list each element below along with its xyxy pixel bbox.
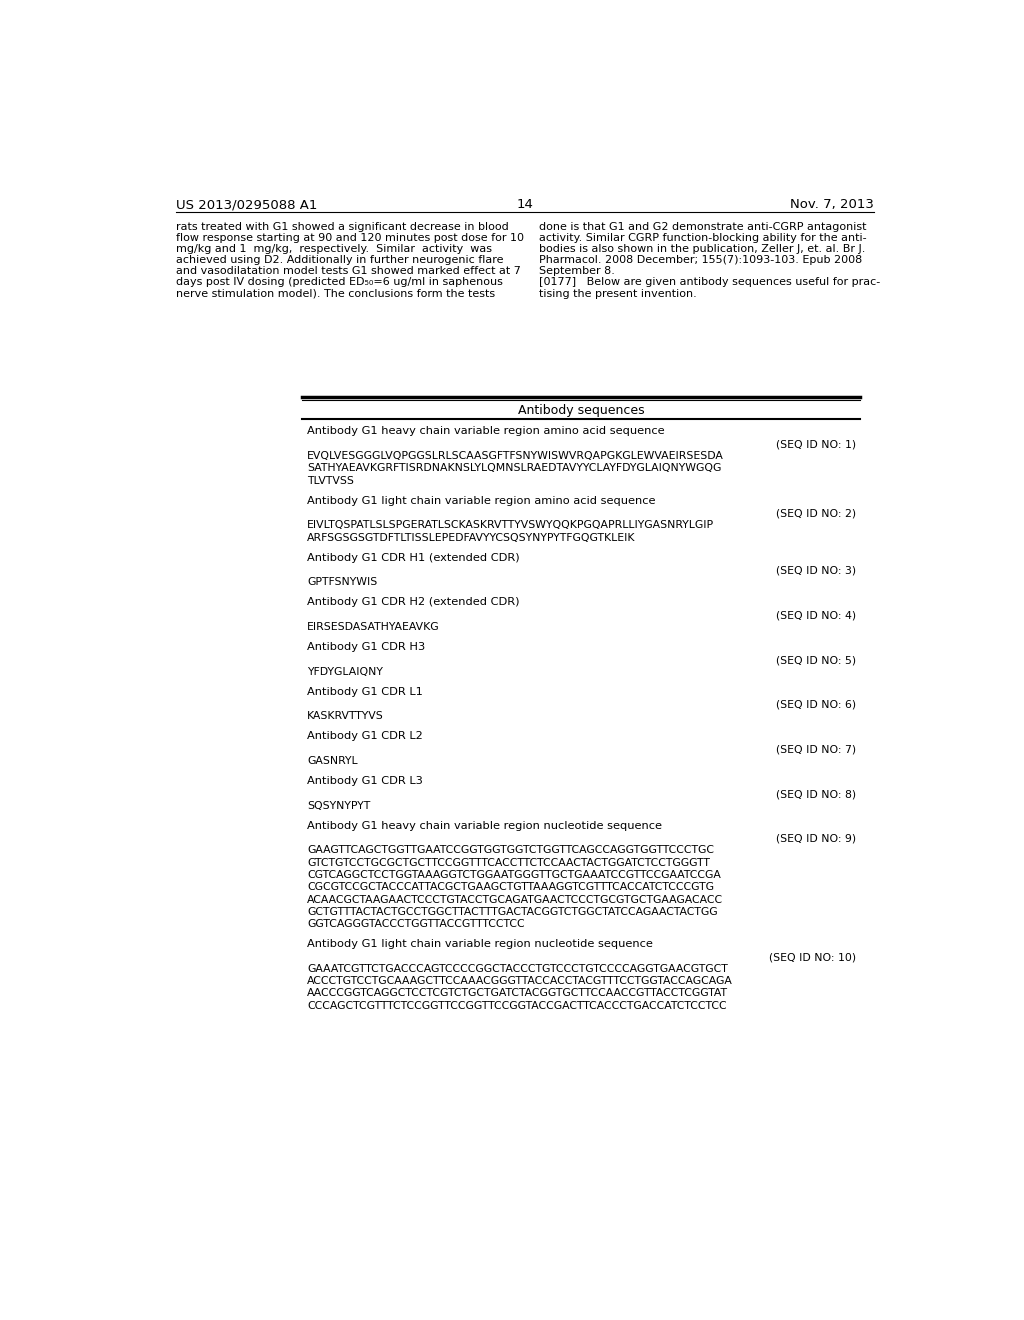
Text: EIRSESDASATHYAEAVKG: EIRSESDASATHYAEAVKG [307,622,439,632]
Text: (SEQ ID NO: 4): (SEQ ID NO: 4) [775,610,856,620]
Text: [0177]   Below are given antibody sequences useful for prac-: [0177] Below are given antibody sequence… [539,277,880,288]
Text: US 2013/0295088 A1: US 2013/0295088 A1 [176,198,317,211]
Text: EVQLVESGGGLVQPGGSLRLSCAASGFTFSNYWISWVRQAPGKGLEWVAEIRSESDA: EVQLVESGGGLVQPGGSLRLSCAASGFTFSNYWISWVRQA… [307,451,724,461]
Text: Antibody G1 heavy chain variable region nucleotide sequence: Antibody G1 heavy chain variable region … [307,821,663,830]
Text: and vasodilatation model tests G1 showed marked effect at 7: and vasodilatation model tests G1 showed… [176,267,521,276]
Text: achieved using D2. Additionally in further neurogenic flare: achieved using D2. Additionally in furth… [176,255,504,265]
Text: CCCAGCTCGTTTCTCCGGTTCCGGTTCCGGTACCGACTTCACCCTGACCATCTCCTCC: CCCAGCTCGTTTCTCCGGTTCCGGTTCCGGTACCGACTTC… [307,1001,727,1011]
Text: Antibody sequences: Antibody sequences [518,404,645,417]
Text: (SEQ ID NO: 2): (SEQ ID NO: 2) [775,508,856,519]
Text: GTCTGTCCTGCGCTGCTTCCGGTTTCACCTTCTCCAACTACTGGATCTCCTGGGTT: GTCTGTCCTGCGCTGCTTCCGGTTTCACCTTCTCCAACTA… [307,858,710,867]
Text: YFDYGLAIQNY: YFDYGLAIQNY [307,667,383,677]
Text: (SEQ ID NO: 8): (SEQ ID NO: 8) [775,789,856,799]
Text: GCTGTTTACTACTGCCTGGCTTACTTTGACTACGGTCTGGCTATCCAGAACTACTGG: GCTGTTTACTACTGCCTGGCTTACTTTGACTACGGTCTGG… [307,907,718,917]
Text: 14: 14 [516,198,534,211]
Text: (SEQ ID NO: 7): (SEQ ID NO: 7) [775,744,856,754]
Text: Antibody G1 CDR H1 (extended CDR): Antibody G1 CDR H1 (extended CDR) [307,553,519,562]
Text: Antibody G1 heavy chain variable region amino acid sequence: Antibody G1 heavy chain variable region … [307,426,665,437]
Text: SATHYAEAVKGRFTISRDNAKNSLYLQMNSLRAEDTAVYYCLAYFDYGLAIQNYWGQG: SATHYAEAVKGRFTISRDNAKNSLYLQMNSLRAEDTAVYY… [307,463,721,474]
Text: Antibody G1 light chain variable region nucleotide sequence: Antibody G1 light chain variable region … [307,940,653,949]
Text: GGTCAGGGTACCCTGGTTACCGTTTCCTCC: GGTCAGGGTACCCTGGTTACCGTTTCCTCC [307,919,524,929]
Text: Antibody G1 CDR H3: Antibody G1 CDR H3 [307,642,425,652]
Text: September 8.: September 8. [539,267,614,276]
Text: TLVTVSS: TLVTVSS [307,475,354,486]
Text: tising the present invention.: tising the present invention. [539,289,696,298]
Text: (SEQ ID NO: 6): (SEQ ID NO: 6) [775,700,856,710]
Text: bodies is also shown in the publication, Zeller J, et. al. Br J.: bodies is also shown in the publication,… [539,244,865,253]
Text: ACAACGCTAAGAACTCCCTGTACCTGCAGATGAACTCCCTGCGTGCTGAAGACACC: ACAACGCTAAGAACTCCCTGTACCTGCAGATGAACTCCCT… [307,895,723,904]
Text: CGTCAGGCTCCTGGTAAAGGTCTGGAATGGGTTGCTGAAATCCGTTCCGAATCCGA: CGTCAGGCTCCTGGTAAAGGTCTGGAATGGGTTGCTGAAA… [307,870,721,880]
Text: (SEQ ID NO: 5): (SEQ ID NO: 5) [775,655,856,665]
Text: Antibody G1 CDR L3: Antibody G1 CDR L3 [307,776,423,785]
Text: days post IV dosing (predicted ED₅₀=6 ug/ml in saphenous: days post IV dosing (predicted ED₅₀=6 ug… [176,277,503,288]
Text: activity. Similar CGRP function-blocking ability for the anti-: activity. Similar CGRP function-blocking… [539,232,866,243]
Text: ARFSGSGSGTDFTLTISSLEPEDFAVYYCSQSYNYPYTFGQGTKLEIK: ARFSGSGSGTDFTLTISSLEPEDFAVYYCSQSYNYPYTFG… [307,533,636,543]
Text: (SEQ ID NO: 3): (SEQ ID NO: 3) [775,566,856,576]
Text: Antibody G1 CDR L1: Antibody G1 CDR L1 [307,686,423,697]
Text: GASNRYL: GASNRYL [307,756,357,766]
Text: KASKRVTTYVS: KASKRVTTYVS [307,711,384,721]
Text: flow response starting at 90 and 120 minutes post dose for 10: flow response starting at 90 and 120 min… [176,232,524,243]
Text: EIVLTQSPATLSLSPGERATLSCKASKRVTTYVSWYQQKPGQAPRLLIYGASNRYLGIP: EIVLTQSPATLSLSPGERATLSCKASKRVTTYVSWYQQKP… [307,520,714,531]
Text: SQSYNYPYT: SQSYNYPYT [307,800,371,810]
Text: GPTFSNYWIS: GPTFSNYWIS [307,577,377,587]
Text: GAAATCGTTCTGACCCAGTCCCCGGCTACCCTGTCCCTGTCCCCAGGTGAACGTGCT: GAAATCGTTCTGACCCAGTCCCCGGCTACCCTGTCCCTGT… [307,964,728,974]
Text: ACCCTGTCCTGCAAAGCTTCCAAACGGGTTACCACCTACGTTTCCTGGTACCAGCAGA: ACCCTGTCCTGCAAAGCTTCCAAACGGGTTACCACCTACG… [307,977,733,986]
Text: Antibody G1 CDR L2: Antibody G1 CDR L2 [307,731,423,742]
Text: rats treated with G1 showed a significant decrease in blood: rats treated with G1 showed a significan… [176,222,509,231]
Text: Nov. 7, 2013: Nov. 7, 2013 [790,198,873,211]
Text: Pharmacol. 2008 December; 155(7):1093-103. Epub 2008: Pharmacol. 2008 December; 155(7):1093-10… [539,255,862,265]
Text: GAAGTTCAGCTGGTTGAATCCGGTGGTGGTCTGGTTCAGCCAGGTGGTTCCCTGC: GAAGTTCAGCTGGTTGAATCCGGTGGTGGTCTGGTTCAGC… [307,845,714,855]
Text: done is that G1 and G2 demonstrate anti-CGRP antagonist: done is that G1 and G2 demonstrate anti-… [539,222,866,231]
Text: (SEQ ID NO: 10): (SEQ ID NO: 10) [769,952,856,962]
Text: Antibody G1 CDR H2 (extended CDR): Antibody G1 CDR H2 (extended CDR) [307,598,519,607]
Text: CGCGTCCGCTACCCATTACGCTGAAGCTGTTAAAGGTCGTTTCACCATCTCCCGTG: CGCGTCCGCTACCCATTACGCTGAAGCTGTTAAAGGTCGT… [307,882,714,892]
Text: (SEQ ID NO: 9): (SEQ ID NO: 9) [775,834,856,843]
Text: AACCCGGTCAGGCTCCTCGTCTGCTGATCTACGGTGCTTCCAACCGTTACCTCGGTAT: AACCCGGTCAGGCTCCTCGTCTGCTGATCTACGGTGCTTC… [307,989,728,998]
Text: (SEQ ID NO: 1): (SEQ ID NO: 1) [775,440,856,449]
Text: nerve stimulation model). The conclusions form the tests: nerve stimulation model). The conclusion… [176,289,496,298]
Text: mg/kg and 1  mg/kg,  respectively.  Similar  activity  was: mg/kg and 1 mg/kg, respectively. Similar… [176,244,493,253]
Text: Antibody G1 light chain variable region amino acid sequence: Antibody G1 light chain variable region … [307,496,655,506]
